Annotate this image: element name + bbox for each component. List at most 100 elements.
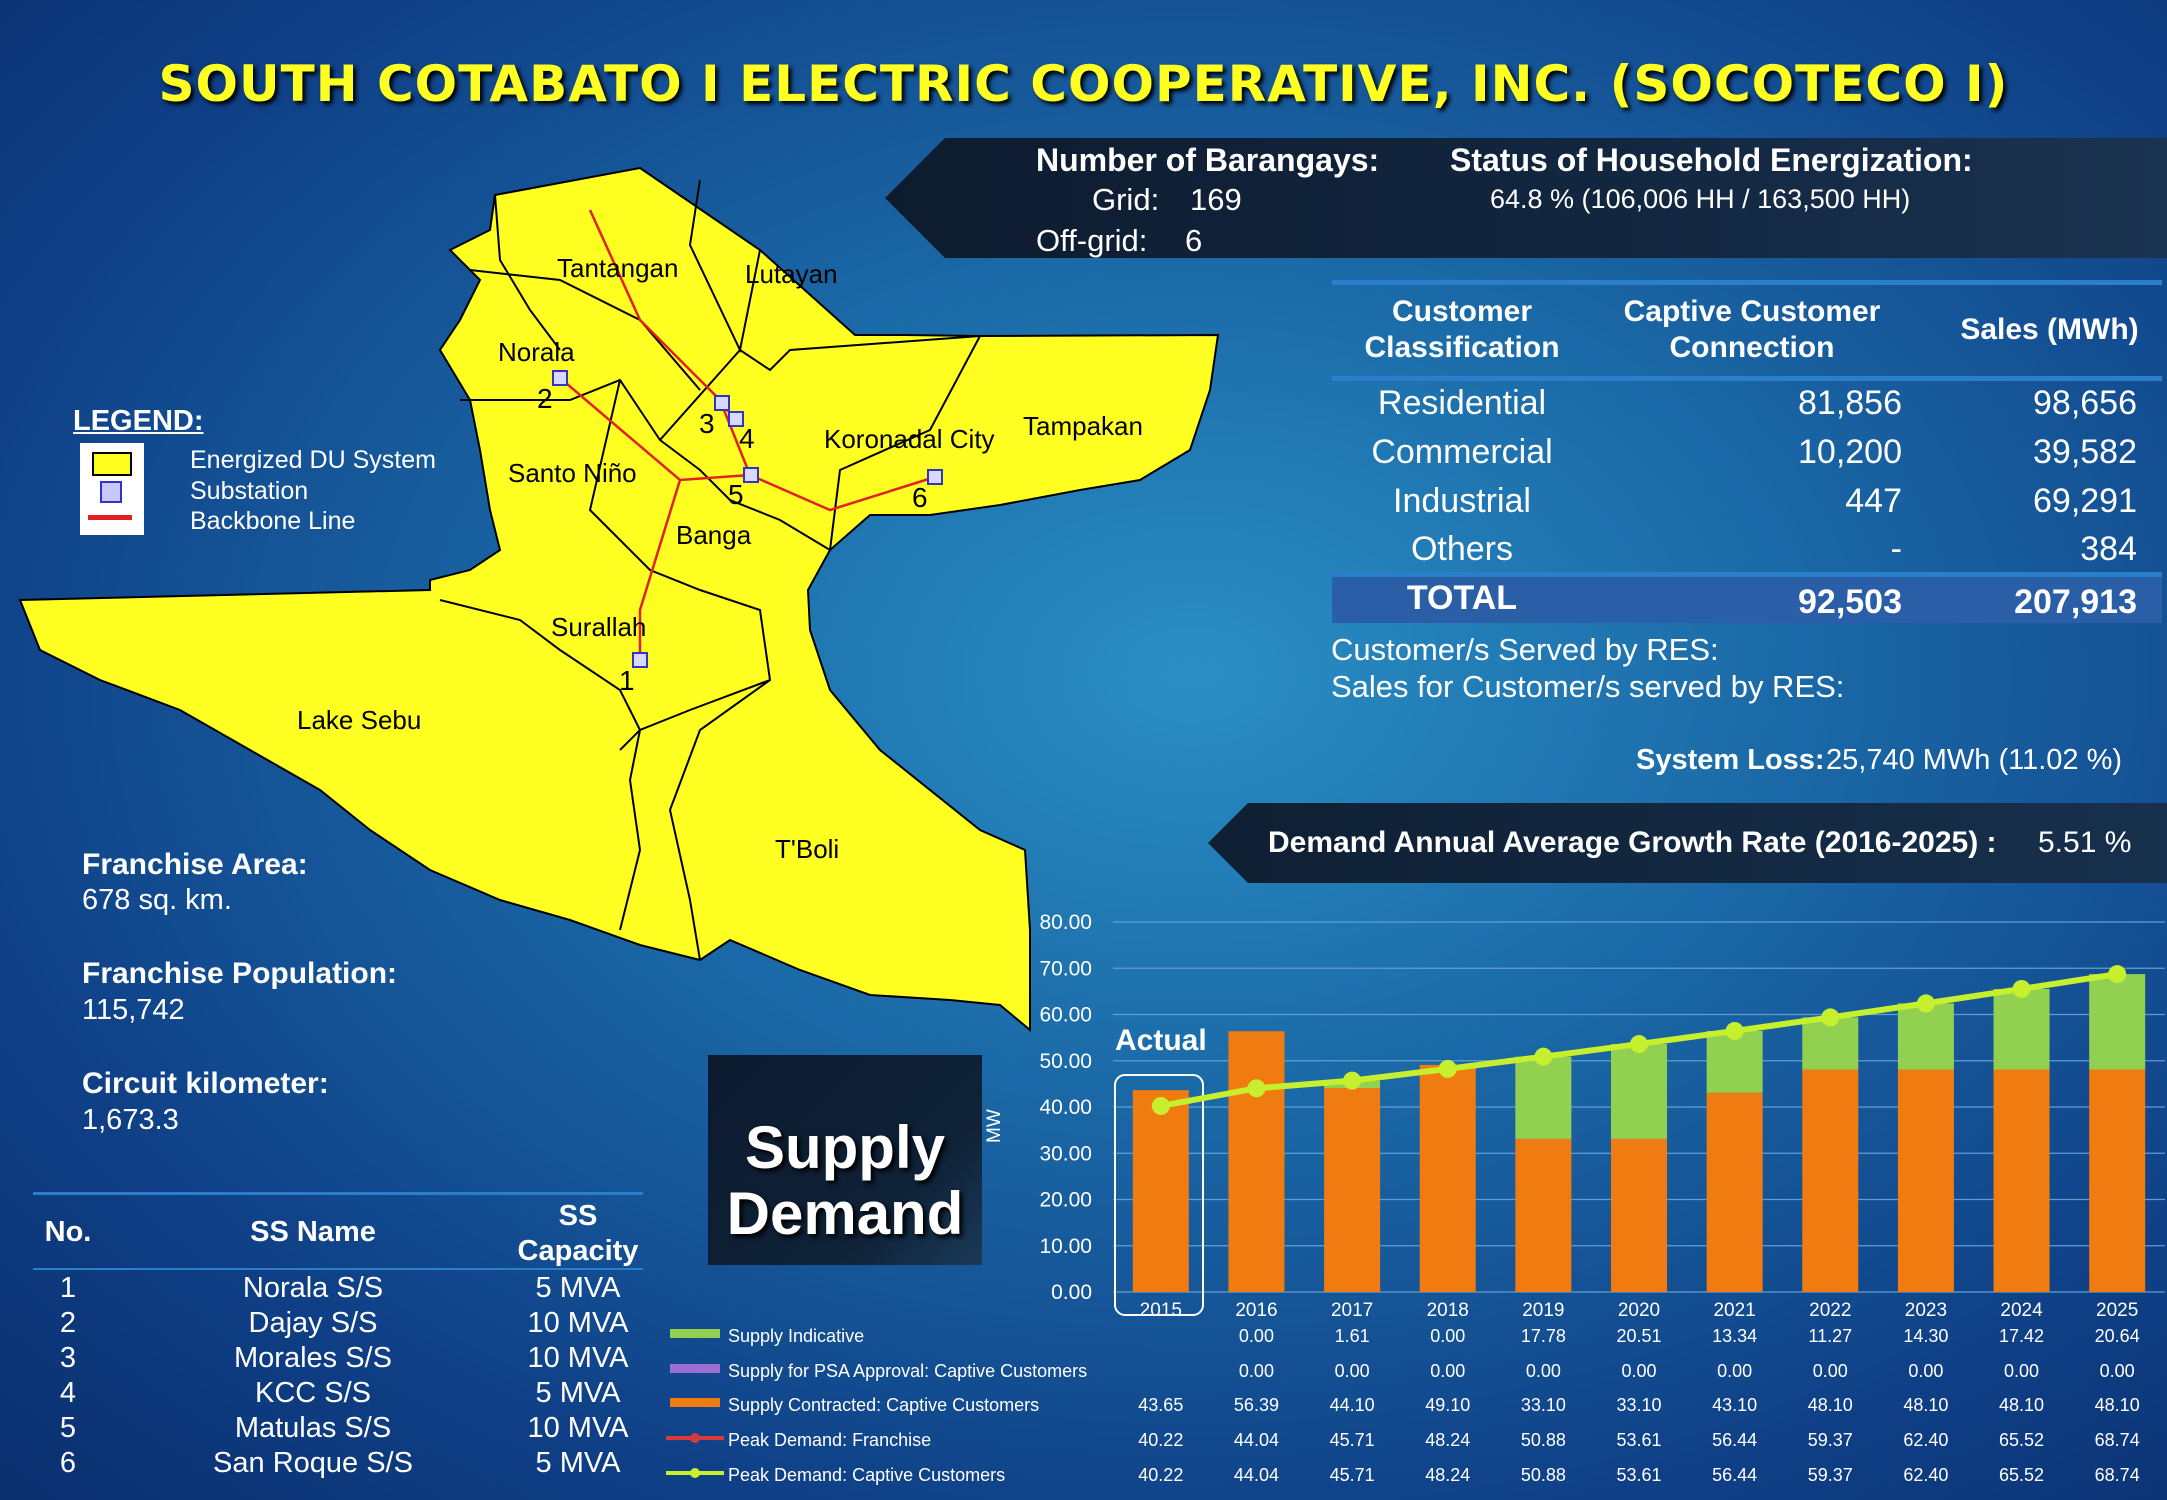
y-axis-label: MW (984, 1109, 1005, 1143)
data-table-cell: 44.10 (1330, 1395, 1375, 1415)
grid-value: 169 (1190, 182, 1242, 217)
y-axis-ticks: 0.00 10.00 20.00 30.00 40.00 50.00 60.00 70.00 8… (1039, 911, 1092, 1304)
peak-demand-line (1151, 965, 2127, 1115)
data-table-cell: 0.00 (2100, 1361, 2135, 1381)
data-table-cell: 40.22 (1138, 1465, 1183, 1485)
table-row: 4 KCC S/S 5 MVA (33, 1377, 643, 1412)
x-tick-label: 2019 (1522, 1300, 1564, 1321)
demand-growth-label: Demand Annual Average Growth Rate (2016-… (1268, 826, 1997, 859)
y-tick-label: 30.00 (1039, 1142, 1092, 1165)
data-table-cell: 43.65 (1138, 1395, 1183, 1415)
substation-number: 3 (699, 408, 715, 439)
actual-highlight-box (1114, 1074, 1204, 1316)
table-row: 6 San Roque S/S 5 MVA (33, 1447, 643, 1482)
contracted-bar (1706, 1092, 1763, 1292)
backbone-swatch (88, 515, 132, 520)
header-ss-name: SS Name (250, 1216, 376, 1248)
substation-icon (714, 395, 730, 411)
peak-demand-point (1534, 1047, 1553, 1066)
table-rule (1332, 572, 2162, 577)
legend-item: Substation (190, 477, 309, 505)
cell-sales: 98,656 (2033, 384, 2137, 422)
legend-marker (690, 1468, 700, 1478)
data-table-cell: 0.00 (1430, 1361, 1465, 1381)
peak-demand-point (1916, 994, 1935, 1013)
x-tick-label: 2015 (1140, 1300, 1182, 1321)
demand-growth-banner (1208, 803, 2167, 883)
substation-icon (100, 481, 122, 503)
system-loss-value: 25,740 MWh (11.02 %) (1826, 744, 2123, 776)
peak-demand-point (1821, 1008, 1840, 1027)
data-table-cell: 1.61 (1335, 1326, 1370, 1346)
offgrid-label: Off-grid: (1036, 223, 1148, 258)
supply-word: Supply (744, 1114, 945, 1181)
legend-swatch (670, 1329, 720, 1338)
map-label: Banga (676, 520, 752, 550)
header-connection: Captive Customer Connection (1623, 295, 1881, 364)
franchise-area-label: Franchise Area: (82, 848, 308, 881)
data-table-cell: 56.39 (1234, 1395, 1279, 1415)
cell-class: Others (1410, 530, 1514, 568)
table-row: 1 Norala S/S 5 MVA (33, 1272, 643, 1307)
data-table-cell: 20.64 (2095, 1326, 2140, 1346)
series-legend-label: Supply Indicative (728, 1326, 864, 1346)
map-label: Tantangan (557, 253, 678, 283)
boundary-line (494, 194, 561, 351)
franchise-pop-value: 115,742 (82, 994, 185, 1026)
data-table-cell: 0.00 (1430, 1326, 1465, 1346)
legend-item: Energized DU System (190, 446, 436, 474)
table-row: 5 Matulas S/S 10 MVA (33, 1412, 643, 1447)
substation-numbers: 1 2 3 4 5 6 (537, 383, 928, 696)
indicative-bar (1897, 1003, 1954, 1070)
indicative-bar (1993, 988, 2050, 1070)
data-table-cell: 48.10 (1903, 1395, 1948, 1415)
series-legend-label: Peak Demand: Captive Customers (728, 1465, 1005, 1485)
indicative-bar (1515, 1056, 1572, 1139)
data-table-cell: 53.61 (1616, 1430, 1661, 1450)
cell-conn: 447 (1845, 482, 1902, 520)
indicative-bar (2089, 974, 2146, 1070)
y-tick-label: 0.00 (1051, 1281, 1092, 1304)
data-table-cell: 0.00 (1526, 1361, 1561, 1381)
backbone-line (588, 209, 752, 476)
res-customers-label: Customer/s Served by RES: (1331, 632, 1719, 667)
data-table-cell: 48.24 (1425, 1465, 1470, 1485)
peak-demand-point (2108, 965, 2127, 984)
cell-conn: - (1890, 530, 1902, 568)
data-table-cell: 40.22 (1138, 1430, 1183, 1450)
peak-demand-point (2012, 979, 2031, 998)
boundary-line (829, 335, 981, 551)
header-no: No. (44, 1216, 92, 1248)
map-labels: Tantangan Lutayan Norala Koronadal City … (297, 253, 1143, 864)
cell-sales: 69,291 (2033, 482, 2137, 520)
chart-data-table: Supply Indicative 0.00 1.61 0.00 17.78 20.51 1… (666, 1326, 2140, 1485)
table-row: 3 Morales S/S 10 MVA (33, 1342, 643, 1377)
cell-conn: 92,503 (1798, 583, 1902, 621)
indicative-bar (1611, 1044, 1667, 1139)
data-table-cell: 48.10 (2095, 1395, 2140, 1415)
data-table-cell: 0.00 (1813, 1361, 1848, 1381)
data-table-cell: 0.00 (1717, 1361, 1752, 1381)
map-label: Lake Sebu (297, 705, 421, 735)
contracted-bar (1228, 1031, 1285, 1292)
map-label: Santo Niño (508, 458, 637, 488)
y-tick-label: 20.00 (1039, 1189, 1092, 1212)
map-label: T'Boli (775, 834, 839, 864)
substation-icon (632, 652, 648, 668)
substation-number: 2 (537, 383, 553, 414)
series-legend-label: Supply for PSA Approval: Captive Custome… (728, 1361, 1087, 1381)
cell-conn: 81,856 (1798, 384, 1902, 422)
indicative-bar (1706, 1030, 1763, 1093)
cell-name: Norala S/S (242, 1272, 384, 1304)
substation-icon (927, 469, 943, 485)
x-tick-label: 2022 (1809, 1300, 1851, 1321)
table-total-row: TOTAL 92,503 207,913 (1332, 577, 2162, 623)
boundary-line (439, 599, 642, 931)
chart-bars (1132, 974, 2146, 1292)
barangays-heading: Number of Barangays: (1036, 142, 1380, 178)
cell-name: San Roque S/S (213, 1447, 413, 1479)
energization-value: 64.8 % (106,006 HH / 163,500 HH) (1490, 184, 1911, 214)
header-ss: SS (558, 1200, 598, 1232)
top-banner (885, 138, 2167, 258)
